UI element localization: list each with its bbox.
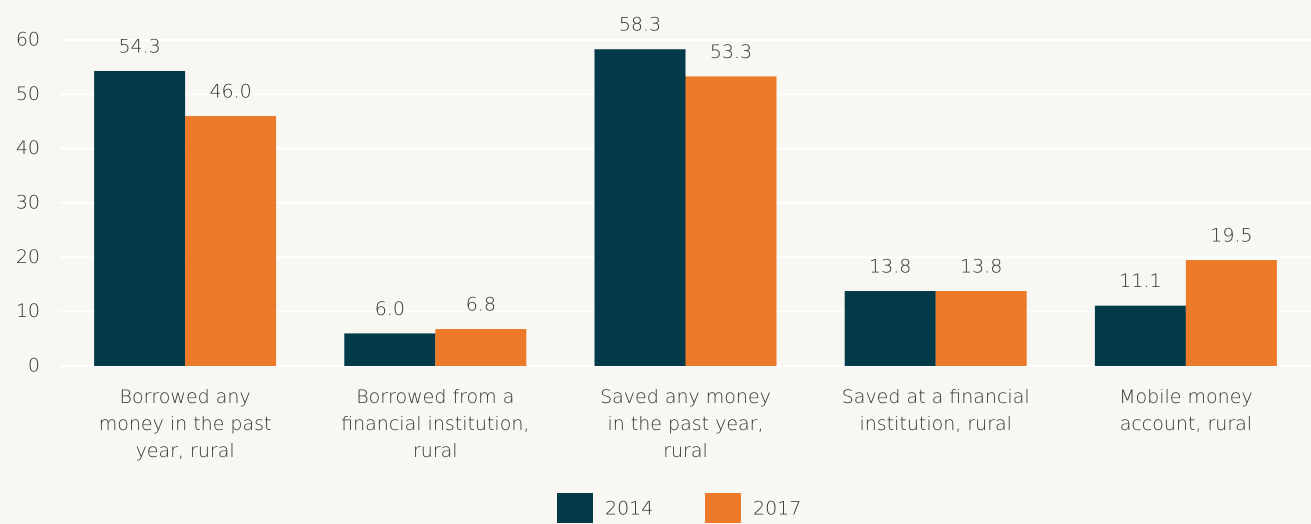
value-label: 6.8 — [466, 294, 496, 316]
bar — [435, 329, 527, 366]
bar — [344, 333, 436, 366]
value-label: 13.8 — [960, 256, 1002, 278]
y-tick-label: 30 — [16, 192, 40, 214]
legend-swatch — [705, 493, 741, 523]
legend-swatch — [557, 493, 593, 523]
y-tick-label: 20 — [16, 246, 40, 268]
x-tick-label: Saved any money in the past year, rural — [600, 386, 771, 462]
value-label: 58.3 — [619, 14, 661, 36]
bar — [1094, 305, 1186, 366]
legend-label: 2017 — [753, 498, 801, 520]
legend-label: 2014 — [605, 498, 653, 520]
y-tick-label: 40 — [16, 137, 40, 159]
bar — [935, 291, 1027, 366]
value-label: 19.5 — [1210, 225, 1252, 247]
y-tick-label: 0 — [28, 355, 40, 377]
bar — [94, 70, 186, 366]
x-tick-label: Mobile money account, rural — [1119, 386, 1252, 435]
bar — [844, 291, 936, 366]
value-label: 13.8 — [869, 256, 911, 278]
bar — [685, 76, 777, 367]
bar — [185, 116, 277, 366]
bar — [594, 49, 686, 367]
y-tick-label: 10 — [16, 300, 40, 322]
value-label: 46.0 — [209, 81, 251, 103]
y-tick-label: 60 — [16, 29, 40, 51]
x-tick-label: Borrowed from a financial institution, rur… — [341, 386, 529, 462]
y-tick-label: 50 — [16, 83, 40, 105]
value-label: 54.3 — [118, 35, 160, 57]
value-label: 11.1 — [1119, 270, 1161, 292]
x-tick-label: Saved at a financial institution, rural — [842, 386, 1030, 435]
x-tick-label: Borrowed any money in the past year, rural — [99, 386, 272, 462]
bar — [1185, 260, 1277, 366]
value-label: 53.3 — [710, 41, 752, 63]
value-label: 6.0 — [375, 298, 405, 320]
